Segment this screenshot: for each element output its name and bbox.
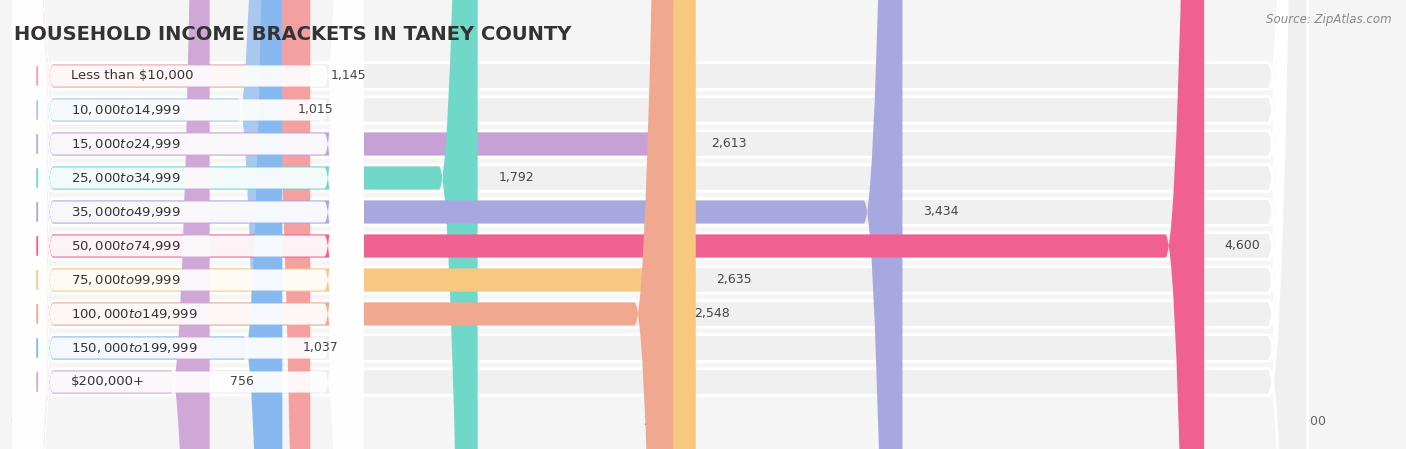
- Text: $10,000 to $14,999: $10,000 to $14,999: [70, 103, 180, 117]
- Text: Less than $10,000: Less than $10,000: [70, 70, 194, 83]
- Text: 2,635: 2,635: [717, 273, 752, 286]
- FancyBboxPatch shape: [14, 0, 283, 449]
- FancyBboxPatch shape: [14, 0, 1308, 449]
- FancyBboxPatch shape: [14, 0, 363, 449]
- Text: $50,000 to $74,999: $50,000 to $74,999: [70, 239, 180, 253]
- FancyBboxPatch shape: [14, 0, 363, 449]
- Text: 1,037: 1,037: [304, 342, 339, 355]
- Text: HOUSEHOLD INCOME BRACKETS IN TANEY COUNTY: HOUSEHOLD INCOME BRACKETS IN TANEY COUNT…: [14, 25, 571, 44]
- FancyBboxPatch shape: [14, 0, 277, 449]
- FancyBboxPatch shape: [14, 0, 1308, 449]
- FancyBboxPatch shape: [14, 0, 690, 449]
- Text: 1,792: 1,792: [498, 172, 534, 185]
- FancyBboxPatch shape: [14, 0, 363, 449]
- Text: Source: ZipAtlas.com: Source: ZipAtlas.com: [1267, 13, 1392, 26]
- Text: 1,015: 1,015: [297, 103, 333, 116]
- FancyBboxPatch shape: [14, 0, 1308, 449]
- FancyBboxPatch shape: [14, 0, 311, 449]
- Text: $25,000 to $34,999: $25,000 to $34,999: [70, 171, 180, 185]
- FancyBboxPatch shape: [14, 0, 363, 449]
- Text: $150,000 to $199,999: $150,000 to $199,999: [70, 341, 197, 355]
- FancyBboxPatch shape: [14, 0, 1308, 449]
- Text: $75,000 to $99,999: $75,000 to $99,999: [70, 273, 180, 287]
- FancyBboxPatch shape: [14, 0, 1308, 449]
- FancyBboxPatch shape: [14, 0, 363, 449]
- FancyBboxPatch shape: [14, 0, 1308, 449]
- Text: 2,548: 2,548: [695, 308, 730, 321]
- FancyBboxPatch shape: [14, 0, 1308, 449]
- FancyBboxPatch shape: [14, 0, 363, 449]
- FancyBboxPatch shape: [14, 0, 209, 449]
- Text: $35,000 to $49,999: $35,000 to $49,999: [70, 205, 180, 219]
- Text: $15,000 to $24,999: $15,000 to $24,999: [70, 137, 180, 151]
- Text: $200,000+: $200,000+: [70, 375, 145, 388]
- Text: 3,434: 3,434: [924, 206, 959, 219]
- FancyBboxPatch shape: [14, 0, 363, 449]
- FancyBboxPatch shape: [14, 0, 363, 449]
- FancyBboxPatch shape: [14, 0, 903, 449]
- FancyBboxPatch shape: [14, 0, 1308, 449]
- Text: 4,600: 4,600: [1225, 239, 1261, 252]
- Text: 1,145: 1,145: [330, 70, 367, 83]
- FancyBboxPatch shape: [14, 0, 363, 449]
- Text: 2,613: 2,613: [711, 137, 747, 150]
- FancyBboxPatch shape: [14, 0, 363, 449]
- FancyBboxPatch shape: [14, 0, 1204, 449]
- Text: 756: 756: [231, 375, 254, 388]
- Text: $100,000 to $149,999: $100,000 to $149,999: [70, 307, 197, 321]
- FancyBboxPatch shape: [14, 0, 478, 449]
- FancyBboxPatch shape: [14, 0, 1308, 449]
- FancyBboxPatch shape: [14, 0, 696, 449]
- FancyBboxPatch shape: [14, 0, 673, 449]
- FancyBboxPatch shape: [14, 0, 1308, 449]
